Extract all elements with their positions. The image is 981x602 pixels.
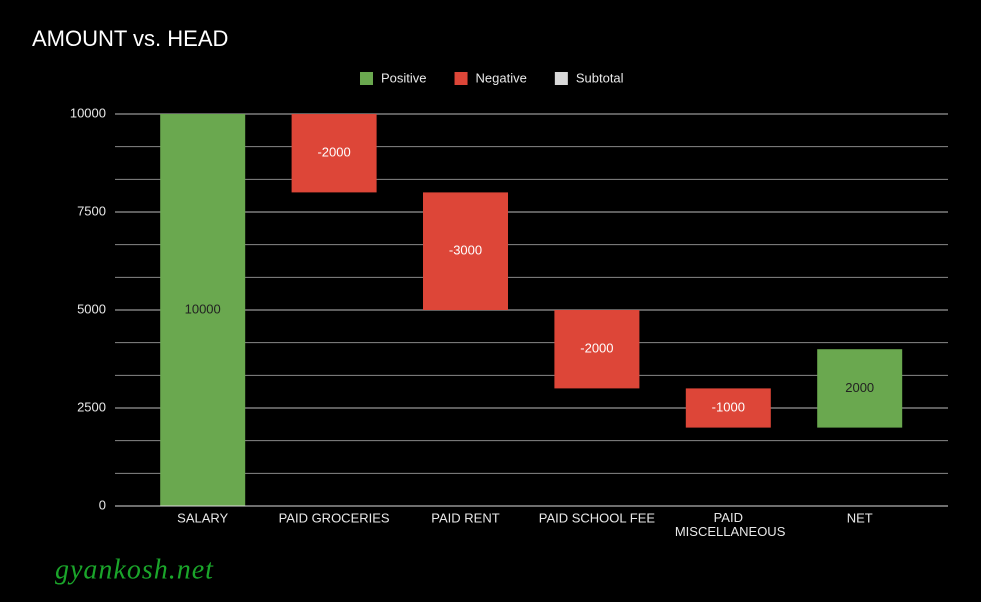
legend-swatch <box>360 72 373 85</box>
x-tick-label: PAID GROCERIES <box>279 510 390 525</box>
value-label: -2000 <box>580 341 613 356</box>
bar <box>685 388 771 428</box>
x-tick-label: PAID MISCELLANEOUS <box>671 510 785 539</box>
legend-label: Negative <box>476 70 527 85</box>
x-tick-label: SALARY <box>177 510 228 525</box>
x-tick-label: NET <box>847 510 873 525</box>
value-label: 2000 <box>845 380 874 395</box>
bar <box>817 349 903 428</box>
y-tick-label: 5000 <box>77 301 106 316</box>
x-tick-label: PAID SCHOOL FEE <box>539 510 656 525</box>
legend-label: Subtotal <box>576 70 624 85</box>
x-tick-label: PAID RENT <box>431 510 499 525</box>
legend-swatch <box>554 72 568 85</box>
value-label: 10000 <box>185 301 221 316</box>
y-tick-label: 7500 <box>77 203 106 218</box>
y-tick-label: 2500 <box>77 399 106 414</box>
bar <box>423 192 508 310</box>
value-label: -1000 <box>712 399 745 414</box>
watermark: gyankosh.net <box>55 554 214 585</box>
legend-label: Positive <box>381 70 427 85</box>
y-tick-label: 10000 <box>70 105 106 120</box>
chart-title: AMOUNT vs. HEAD <box>32 26 228 51</box>
legend-swatch <box>454 72 468 85</box>
bar <box>291 114 377 193</box>
y-tick-label: 0 <box>99 497 106 512</box>
bar <box>554 310 640 389</box>
value-label: -2000 <box>317 145 350 160</box>
value-label: -3000 <box>449 243 482 258</box>
bar <box>160 114 246 506</box>
